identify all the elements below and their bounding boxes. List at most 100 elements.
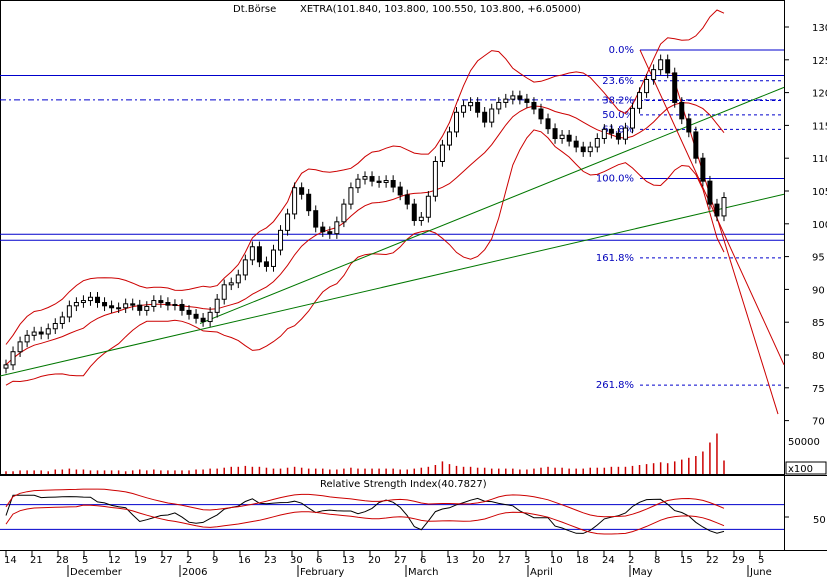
candle-body — [587, 146, 593, 153]
date-tick-label: 15 — [680, 555, 693, 566]
candle-body — [123, 303, 129, 309]
rsi-band-upper — [5, 488, 725, 518]
candle-body — [545, 118, 551, 130]
candle-body — [38, 331, 44, 335]
volume-bars — [5, 433, 725, 474]
candle-body — [665, 59, 671, 74]
date-tick-label: 19 — [134, 555, 147, 566]
candle-body — [24, 334, 30, 343]
trend-line-long — [0, 193, 785, 377]
candle-body — [299, 187, 305, 195]
candle-body — [165, 302, 171, 306]
candle-body — [517, 95, 523, 100]
candle-body — [130, 303, 136, 306]
candle-body — [468, 101, 474, 107]
candle-body — [151, 300, 157, 307]
fib-level-label: 100.0% — [596, 174, 634, 185]
fib-level-label: 50.0% — [602, 110, 634, 121]
candle-body — [629, 107, 635, 129]
candle-body — [510, 95, 516, 100]
candle-body — [158, 300, 164, 304]
candle-body — [369, 176, 375, 182]
date-tick-label: 10 — [550, 555, 563, 566]
candle-body — [637, 92, 643, 109]
month-label: February — [300, 567, 344, 577]
fib-level-label: 38.2% — [602, 95, 634, 106]
volume-scale-box — [785, 461, 827, 475]
candle-body — [52, 323, 58, 330]
candle-body — [179, 303, 185, 311]
candle-body — [446, 131, 452, 146]
date-tick-label: 22 — [706, 555, 719, 566]
rsi-panel — [0, 488, 789, 535]
candle-body — [207, 311, 213, 323]
date-tick-label: 13 — [342, 555, 355, 566]
volume-scale-label: x100 — [788, 464, 813, 475]
candle-body — [80, 300, 86, 304]
price-tick-label: 120 — [812, 89, 827, 100]
candle-body — [615, 132, 621, 140]
candle-body — [348, 187, 354, 205]
date-tick-label: 21 — [30, 555, 43, 566]
fib-level-label: 261.8% — [596, 380, 634, 391]
month-label: April — [530, 567, 553, 577]
rsi-band-lower — [5, 504, 725, 535]
candle-body — [404, 194, 410, 205]
candle-body — [475, 101, 481, 113]
candle-body — [327, 231, 333, 235]
candle-body — [45, 328, 51, 335]
date-axis: 14 21 28 5 12 19 27 2 9 16 23 30 6 13 20 27 6 13 20 27 3 10 18… — [4, 550, 772, 577]
candle-body — [285, 213, 291, 231]
candle-body — [679, 101, 685, 120]
candle-body — [376, 180, 382, 183]
candle-body — [334, 221, 340, 235]
candle-body — [186, 309, 192, 315]
candle-body — [489, 108, 495, 123]
candle-body — [714, 203, 720, 217]
candle-body — [461, 105, 467, 113]
candle-body — [102, 302, 108, 307]
price-tick-label: 110 — [812, 154, 827, 165]
date-tick-label: 8 — [654, 555, 660, 566]
fib-level-label: 0.0% — [609, 45, 634, 56]
candle-body — [292, 187, 298, 215]
candle-body — [228, 282, 234, 286]
candle-body — [172, 303, 178, 306]
month-label: 2006 — [182, 567, 207, 577]
date-tick-label: 13 — [446, 555, 459, 566]
date-tick-label: 20 — [368, 555, 381, 566]
candle-body — [59, 316, 65, 325]
candle-body — [95, 296, 101, 304]
candle-body — [109, 305, 115, 309]
bollinger-lower — [5, 129, 725, 386]
price-tick-label: 75 — [812, 384, 825, 395]
candle-body — [390, 180, 396, 188]
candle-body — [524, 98, 530, 103]
month-label: December — [70, 567, 123, 577]
candle-body — [383, 180, 389, 183]
candle-body — [601, 128, 607, 140]
month-label: June — [749, 567, 772, 577]
date-tick-label: 2 — [628, 555, 634, 566]
date-tick-label: 27 — [160, 555, 173, 566]
candle-body — [538, 108, 544, 120]
date-tick-label: 2 — [186, 555, 192, 566]
date-tick-label: 9 — [212, 555, 218, 566]
candle-body — [10, 351, 16, 366]
trend-lines — [0, 86, 785, 377]
candle-body — [418, 216, 424, 222]
candle-body — [531, 101, 537, 110]
candle-body — [66, 305, 72, 318]
date-tick-label: 5 — [82, 555, 88, 566]
price-tick-label: 85 — [812, 318, 825, 329]
month-label: May — [632, 567, 653, 577]
candle-body — [503, 98, 509, 103]
rsi-line — [5, 494, 725, 534]
price-tick-label: 95 — [812, 253, 825, 264]
candle-body — [320, 226, 326, 233]
price-tick-label: 125 — [812, 56, 827, 67]
candle-body — [214, 298, 220, 313]
price-tick-label: 115 — [812, 121, 827, 132]
candle-body — [341, 203, 347, 223]
volume-max-label: 50000 — [788, 437, 820, 448]
